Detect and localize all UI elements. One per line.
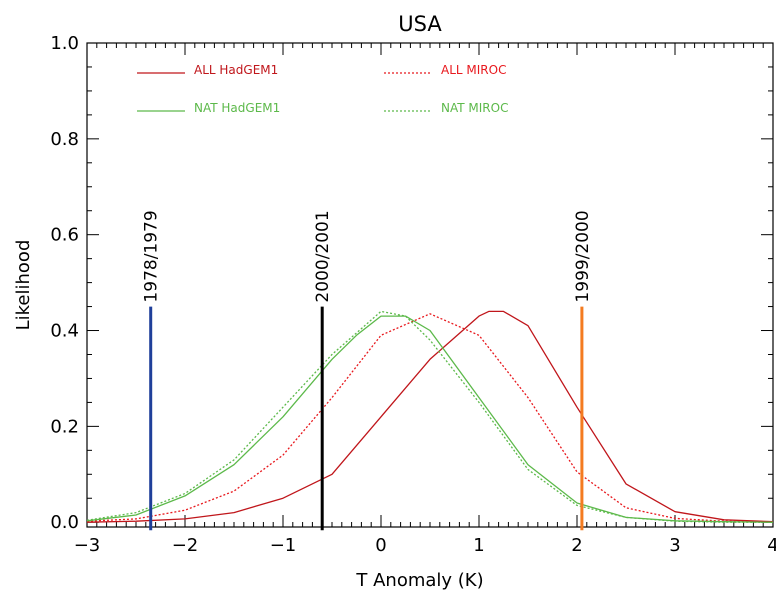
x-tick-label: 0 <box>375 535 386 556</box>
plot-frame <box>86 42 774 528</box>
legend-label: NAT HadGEM1 <box>194 101 280 115</box>
x-tick-label: 2 <box>571 535 582 556</box>
chart-title: USA <box>398 12 442 36</box>
y-tick-label: 0.4 <box>50 321 79 342</box>
x-tick-label: 1 <box>473 535 484 556</box>
y-tick-label: 0.0 <box>50 512 79 533</box>
year-marker-label: 2000/2001 <box>313 210 333 302</box>
legend-label: ALL HadGEM1 <box>194 63 278 77</box>
y-tick-label: 0.2 <box>50 416 79 437</box>
x-tick-label: −1 <box>270 535 297 556</box>
year-marker-label: 1999/2000 <box>573 210 593 302</box>
x-tick-label: 4 <box>767 535 776 556</box>
year-marker-label: 1978/1979 <box>142 210 162 302</box>
series-line-all-miroc <box>86 313 774 523</box>
legend: ALL HadGEM1 ALL MIROC NAT HadGEM1 NAT MIROC <box>137 63 508 115</box>
curves-layer <box>86 310 774 523</box>
series-line-nat-miroc <box>86 310 773 523</box>
x-tick-label: −3 <box>74 535 101 556</box>
x-tick-label: −2 <box>172 535 199 556</box>
markers-layer: 1978/1979 2000/2001 1999/2000 <box>142 210 593 531</box>
series-line-all-hadgem1 <box>86 310 774 523</box>
y-tick-label: 0.8 <box>50 129 79 150</box>
x-tick-label: 3 <box>669 535 680 556</box>
legend-label: NAT MIROC <box>441 101 508 115</box>
ticks-layer: −3 −2 −1 0 1 2 3 4 0.0 0.2 0.4 0.6 0.8 1.0 <box>50 33 776 556</box>
y-tick-label: 1.0 <box>50 33 79 54</box>
legend-label: ALL MIROC <box>441 63 506 77</box>
y-axis-label: Likelihood <box>13 240 34 331</box>
x-axis-label: T Anomaly (K) <box>355 570 483 591</box>
y-tick-label: 0.6 <box>50 225 79 246</box>
series-line-nat-hadgem1 <box>86 315 774 523</box>
